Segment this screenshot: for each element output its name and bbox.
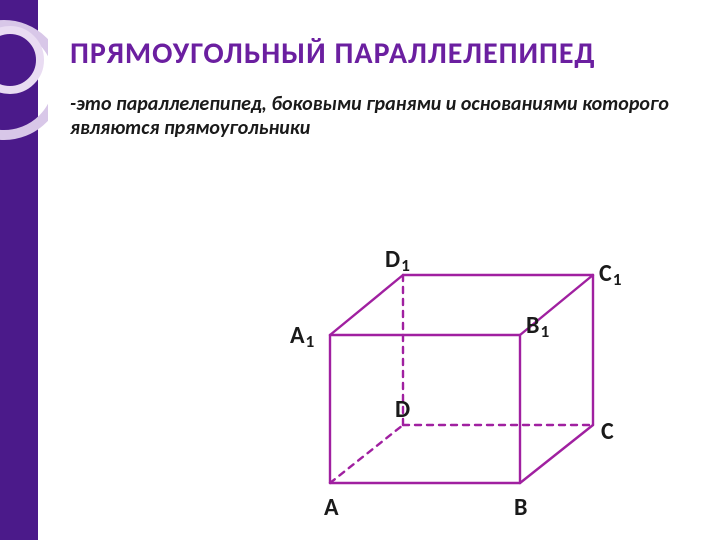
vertex-label-B: B [514, 493, 527, 522]
cuboid-diagram: A B C D A1 B1 C1 D1 [255, 215, 625, 525]
edge-D1-A1 [330, 275, 403, 335]
deco-ring-inner [0, 30, 40, 90]
vertex-label-C: C [601, 417, 614, 446]
vertex-label-C1: C1 [599, 259, 621, 288]
edge-hidden-A-D [330, 425, 403, 483]
definition-text: -это параллелепипед, боковыми гранями и … [70, 92, 680, 140]
side-decoration [0, 0, 48, 540]
vertex-label-A1: A1 [290, 321, 314, 350]
edge-B-C [520, 425, 593, 483]
side-bar [0, 0, 38, 540]
cuboid-svg [255, 215, 625, 525]
slide: ПРЯМОУГОЛЬНЫЙ ПАРАЛЛЕЛЕПИПЕД -это паралл… [0, 0, 720, 540]
vertex-label-D: D [395, 395, 410, 424]
page-title: ПРЯМОУГОЛЬНЫЙ ПАРАЛЛЕЛЕПИПЕД [70, 35, 690, 72]
vertex-label-A: A [324, 493, 339, 522]
vertex-label-D1: D1 [385, 245, 410, 274]
vertex-label-B1: B1 [526, 311, 549, 340]
deco-ring-outer [0, 25, 48, 135]
